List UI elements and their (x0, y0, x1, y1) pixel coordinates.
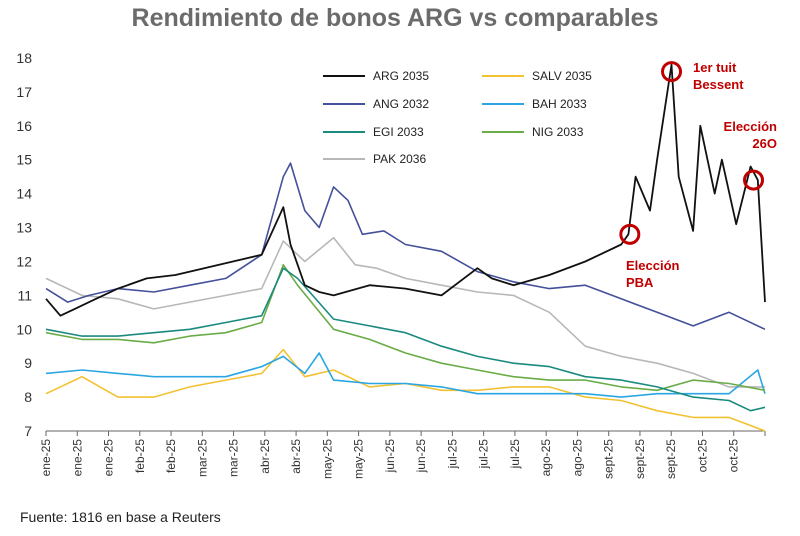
x-tick-label: oct-25 (695, 439, 709, 473)
y-tick-label: 10 (16, 321, 32, 337)
annotation-circle (661, 61, 683, 83)
annotation-label: Elección (724, 119, 778, 134)
x-tick-label: may-25 (320, 439, 334, 479)
series-line-ang-2032 (45, 162, 766, 331)
legend-label: EGI 2033 (373, 125, 424, 139)
annotation-label: 1er tuit (693, 60, 737, 75)
annotation-circle (742, 169, 764, 191)
x-tick-label: jun-25 (414, 439, 428, 474)
y-axis: 7 8 9 10 11 12 13 14 15 16 17 18 (16, 50, 32, 439)
annotation-label: Bessent (693, 77, 744, 92)
x-tick-label: ago-25 (570, 439, 584, 477)
annotation-label: Elección (626, 258, 680, 273)
legend-label: ANG 2032 (373, 97, 429, 111)
annotation-label: PBA (626, 275, 654, 290)
series-line-salv-2035 (45, 348, 766, 432)
x-tick-label: abr-25 (289, 439, 303, 474)
y-tick-label: 11 (17, 287, 32, 303)
x-tick-label: mar-25 (227, 439, 241, 477)
x-tick-label: jul-25 (445, 439, 459, 470)
series-line-egi-2033 (45, 267, 766, 412)
x-tick-label: jun-25 (383, 439, 397, 474)
series-line-arg-2035 (45, 63, 766, 317)
series-lines (45, 63, 766, 432)
legend-label: ARG 2035 (373, 69, 429, 83)
x-tick-label: ene-25 (39, 439, 53, 477)
annotation-label: 26O (752, 136, 777, 151)
y-tick-label: 16 (16, 118, 32, 134)
x-tick-label: ene-25 (70, 439, 84, 477)
chart-title: Rendimiento de bonos ARG vs comparables (132, 4, 659, 32)
series-line-pak-2036 (45, 236, 765, 388)
legend-label: BAH 2033 (532, 97, 587, 111)
annotation-circle (619, 223, 641, 245)
y-tick-label: 17 (16, 84, 32, 100)
y-tick-label: 9 (24, 355, 32, 371)
series-line-bah-2033 (45, 352, 766, 398)
x-tick-label: ago-25 (539, 439, 553, 477)
x-tick-label: jul-25 (508, 439, 522, 470)
x-tick-label: may-25 (352, 439, 366, 479)
x-tick-label: sept-25 (664, 439, 678, 479)
y-tick-label: 7 (24, 423, 32, 439)
y-tick-label: 18 (16, 50, 32, 66)
legend-label: PAK 2036 (373, 152, 426, 166)
y-tick-label: 8 (24, 389, 32, 405)
x-tick-label: mar-25 (195, 439, 209, 477)
series-line-nig-2033 (45, 264, 766, 392)
x-tick-label: abr-25 (258, 439, 272, 474)
annotations: Elección PBA 1er tuit Bessent Elección 26O (619, 60, 778, 290)
source-note: Fuente: 1816 en base a Reuters (20, 509, 221, 525)
x-tick-label: ene-25 (102, 439, 116, 477)
legend-label: SALV 2035 (532, 69, 592, 83)
x-tick-label: sept-25 (633, 439, 647, 479)
x-tick-label: feb-25 (133, 439, 147, 473)
legend-label: NIG 2033 (532, 125, 584, 139)
x-tick-label: oct-25 (727, 439, 741, 473)
x-tick-label: sept-25 (602, 439, 616, 479)
y-tick-label: 14 (16, 186, 32, 202)
x-tick-label: feb-25 (164, 439, 178, 473)
y-tick-label: 13 (16, 220, 32, 236)
y-tick-label: 12 (16, 253, 32, 269)
x-axis: ene-25 ene-25 ene-25 feb-25 feb-25 mar-25 mar-… (39, 430, 766, 479)
x-tick-label: jul-25 (477, 439, 491, 470)
y-tick-label: 15 (16, 152, 32, 168)
legend: ARG 2035 SALV 2035 ANG 2032 BAH 2033 EGI 203… (323, 69, 592, 166)
